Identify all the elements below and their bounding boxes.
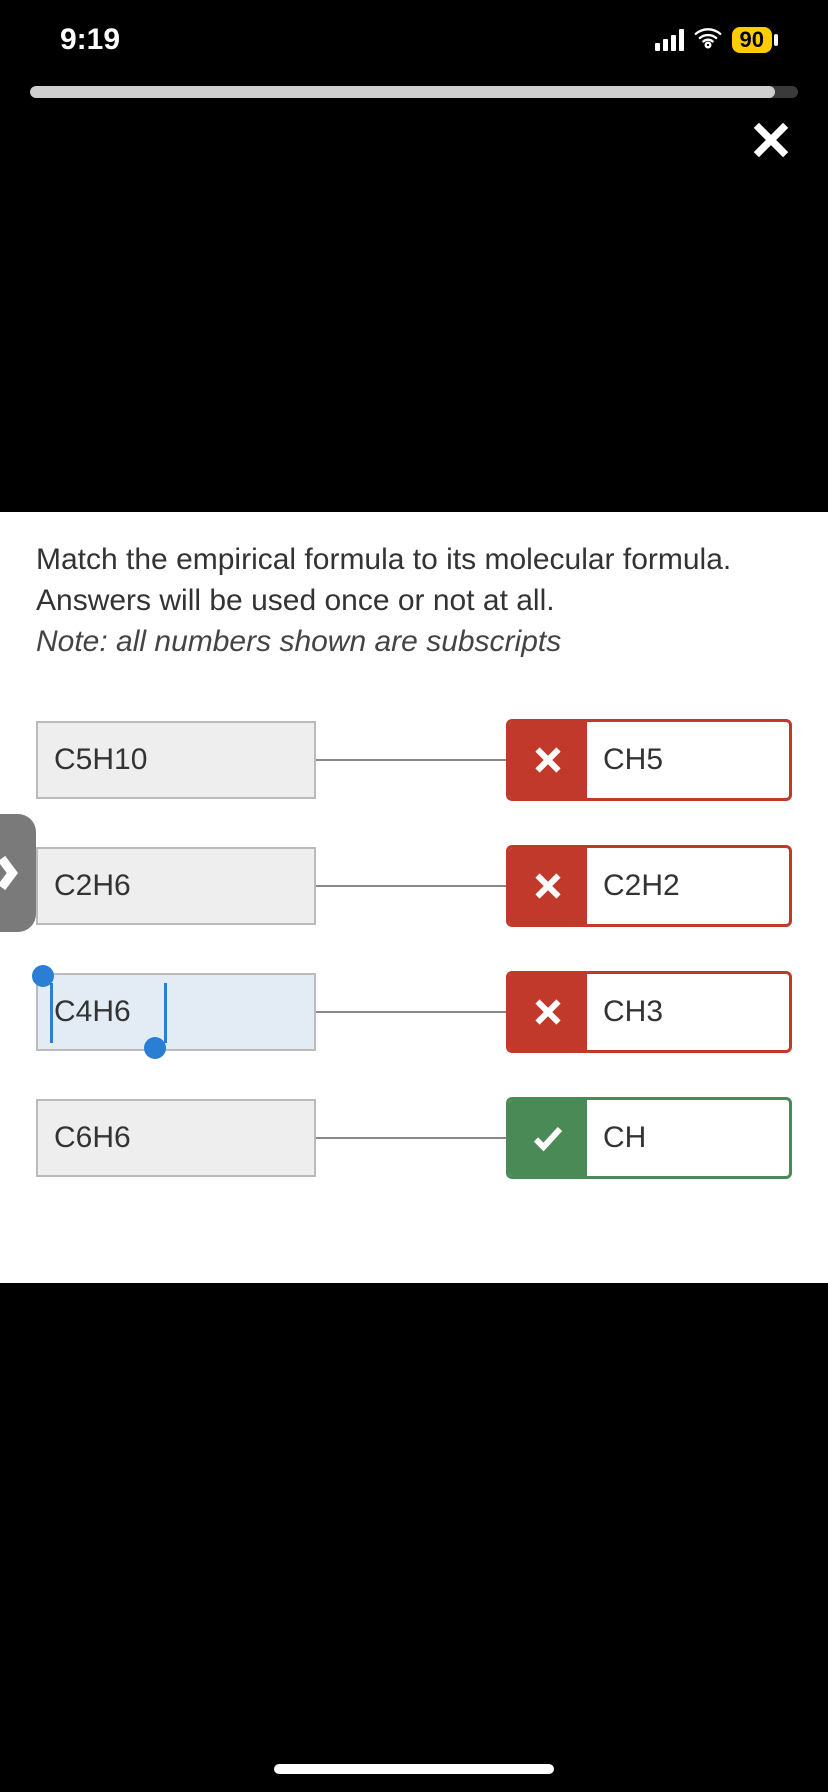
phone-frame: 9:19 90 Match the empirical for [0, 0, 828, 1792]
connector-line [316, 1011, 506, 1013]
cellular-signal-icon [655, 29, 684, 51]
battery-indicator: 90 [732, 27, 778, 53]
close-button[interactable] [749, 118, 793, 167]
wifi-icon [694, 27, 722, 54]
side-expand-tab[interactable] [0, 814, 36, 932]
home-indicator[interactable] [274, 1764, 554, 1774]
molecular-formula-box[interactable]: C4H6 [36, 973, 316, 1051]
close-row [0, 98, 828, 167]
molecular-formula-label: C4H6 [54, 995, 131, 1029]
empirical-formula-label: CH5 [587, 722, 789, 798]
empirical-formula-box[interactable]: C2H2 [506, 845, 792, 927]
match-row: C5H10 CH5 [36, 719, 792, 801]
footer-space [0, 1283, 828, 1792]
connector-line [316, 759, 506, 761]
progress-bar-container [0, 80, 828, 98]
progress-bar[interactable] [30, 86, 798, 98]
molecular-formula-box[interactable]: C5H10 [36, 721, 316, 799]
selection-handle-icon[interactable] [144, 1037, 166, 1059]
battery-tip [774, 34, 778, 46]
molecular-formula-label: C2H6 [54, 869, 131, 903]
selection-handle-icon[interactable] [32, 965, 54, 987]
molecular-formula-label: C5H10 [54, 743, 147, 777]
empirical-formula-box[interactable]: CH [506, 1097, 792, 1179]
battery-level: 90 [732, 27, 772, 53]
question-note: Note: all numbers shown are subscripts [36, 625, 792, 659]
wrong-mark-icon [509, 722, 587, 798]
wrong-mark-icon [509, 974, 587, 1050]
empirical-formula-label: CH [587, 1100, 789, 1176]
correct-mark-icon [509, 1100, 587, 1176]
selection-cursor-icon [50, 983, 53, 1043]
status-right: 90 [655, 27, 778, 54]
wrong-mark-icon [509, 848, 587, 924]
question-text: Match the empirical formula to its molec… [36, 540, 792, 621]
status-time: 9:19 [60, 23, 120, 57]
question-panel: Match the empirical formula to its molec… [0, 512, 828, 1283]
molecular-formula-label: C6H6 [54, 1121, 131, 1155]
progress-fill [30, 86, 775, 98]
match-row: C2H6 C2H2 [36, 845, 792, 927]
selection-cursor-icon [164, 983, 167, 1043]
empirical-formula-box[interactable]: CH3 [506, 971, 792, 1053]
empirical-formula-label: C2H2 [587, 848, 789, 924]
empirical-formula-box[interactable]: CH5 [506, 719, 792, 801]
match-list: C5H10 CH5 C2H6 [36, 719, 792, 1179]
spacer [0, 167, 828, 512]
status-bar: 9:19 90 [0, 0, 828, 80]
connector-line [316, 885, 506, 887]
match-row: C6H6 CH [36, 1097, 792, 1179]
match-row: C4H6 CH3 [36, 971, 792, 1053]
empirical-formula-label: CH3 [587, 974, 789, 1050]
molecular-formula-box[interactable]: C2H6 [36, 847, 316, 925]
molecular-formula-box[interactable]: C6H6 [36, 1099, 316, 1177]
connector-line [316, 1137, 506, 1139]
